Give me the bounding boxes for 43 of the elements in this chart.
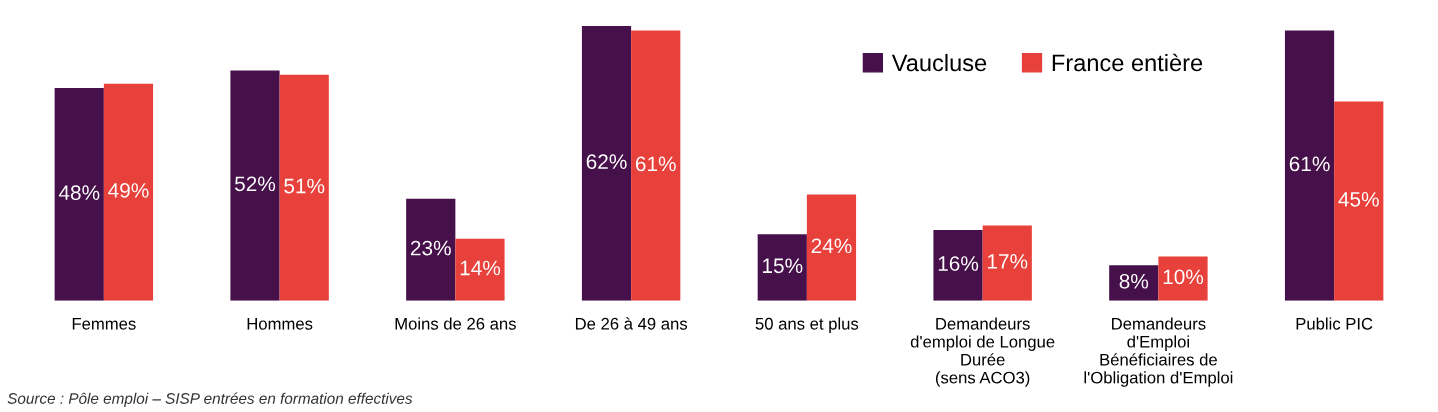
x-tick-label: Public PIC [1296,317,1373,330]
x-tick-label: Moins de 26 ans [395,317,516,330]
bar [757,234,807,301]
data-label: 61% [1289,156,1330,172]
bar [279,74,329,301]
bar [982,225,1032,301]
data-label: 14% [460,260,501,276]
data-label: 17% [987,254,1028,269]
x-tick-label: 50 ans et plus [755,317,859,333]
data-label: 49% [108,183,149,198]
data-label: 52% [234,176,276,192]
x-tick-label: Demandeurs d'Emploi Bénéficiaires de l'Obligation d'Emploi [1084,317,1233,387]
bar [54,88,104,301]
bar [933,229,983,301]
data-label: 45% [1338,192,1379,207]
bar [631,30,681,301]
x-tick-label: Demandeurs d'emploi de Longue Durée (sens ACO3) [910,317,1055,387]
data-label: 15% [763,258,803,274]
bar [406,198,456,301]
data-label: 16% [938,256,979,271]
bar [1334,101,1384,301]
bar [103,83,154,301]
data-label: 61% [635,156,676,172]
data-label: 8% [1119,273,1149,289]
x-tick-label: De 26 à 49 ans [575,317,688,330]
data-label: 62% [586,154,627,170]
bar [230,70,280,301]
bar [455,238,505,301]
data-label: 48% [58,185,100,201]
bar [1284,30,1335,301]
bar [581,26,632,301]
x-tick-label: Hommes [247,318,313,330]
data-label: 24% [811,238,852,254]
source-note: Source : Pôle emploi – SISP entrées en formation effectives [7,392,413,407]
data-label: 23% [410,240,451,256]
legend-label: France entière [1052,53,1203,72]
x-tick-label: Femmes [72,318,136,330]
legend-label: Vaucluse [891,53,987,72]
data-label: 10% [1163,269,1204,285]
bar [806,194,857,301]
data-label: 51% [284,178,325,194]
bar [1158,256,1208,301]
bar [1109,265,1159,301]
